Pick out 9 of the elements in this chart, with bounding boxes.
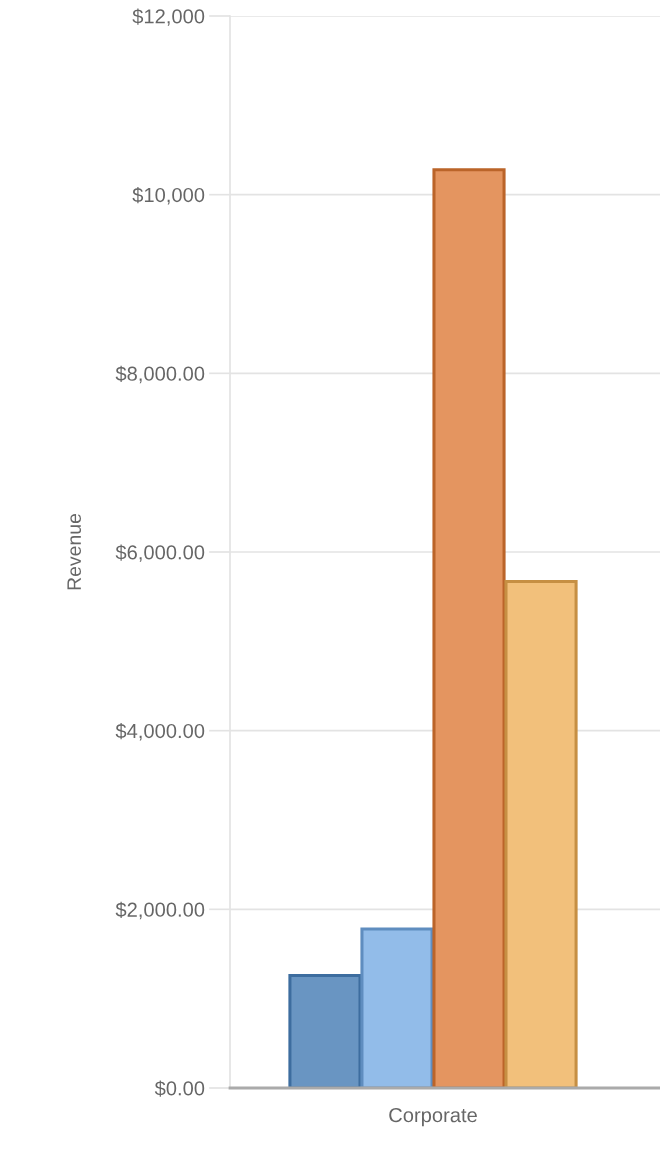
y-tick-label: $4,000.00 [115, 723, 205, 741]
x-tick-label: Corporate [389, 1107, 477, 1127]
y-tick-label: $2,000.00 [115, 901, 205, 920]
y-tick-label: $12,000 [132, 8, 205, 26]
y-tick-label: $10,000 [132, 187, 205, 205]
y-tick-label: $8,000.00 [115, 365, 205, 384]
y-axis-title: Revenue [67, 513, 82, 590]
y-tick-label: $0.00 [154, 1080, 205, 1097]
y-tick-label: $6,000.00 [115, 544, 205, 562]
